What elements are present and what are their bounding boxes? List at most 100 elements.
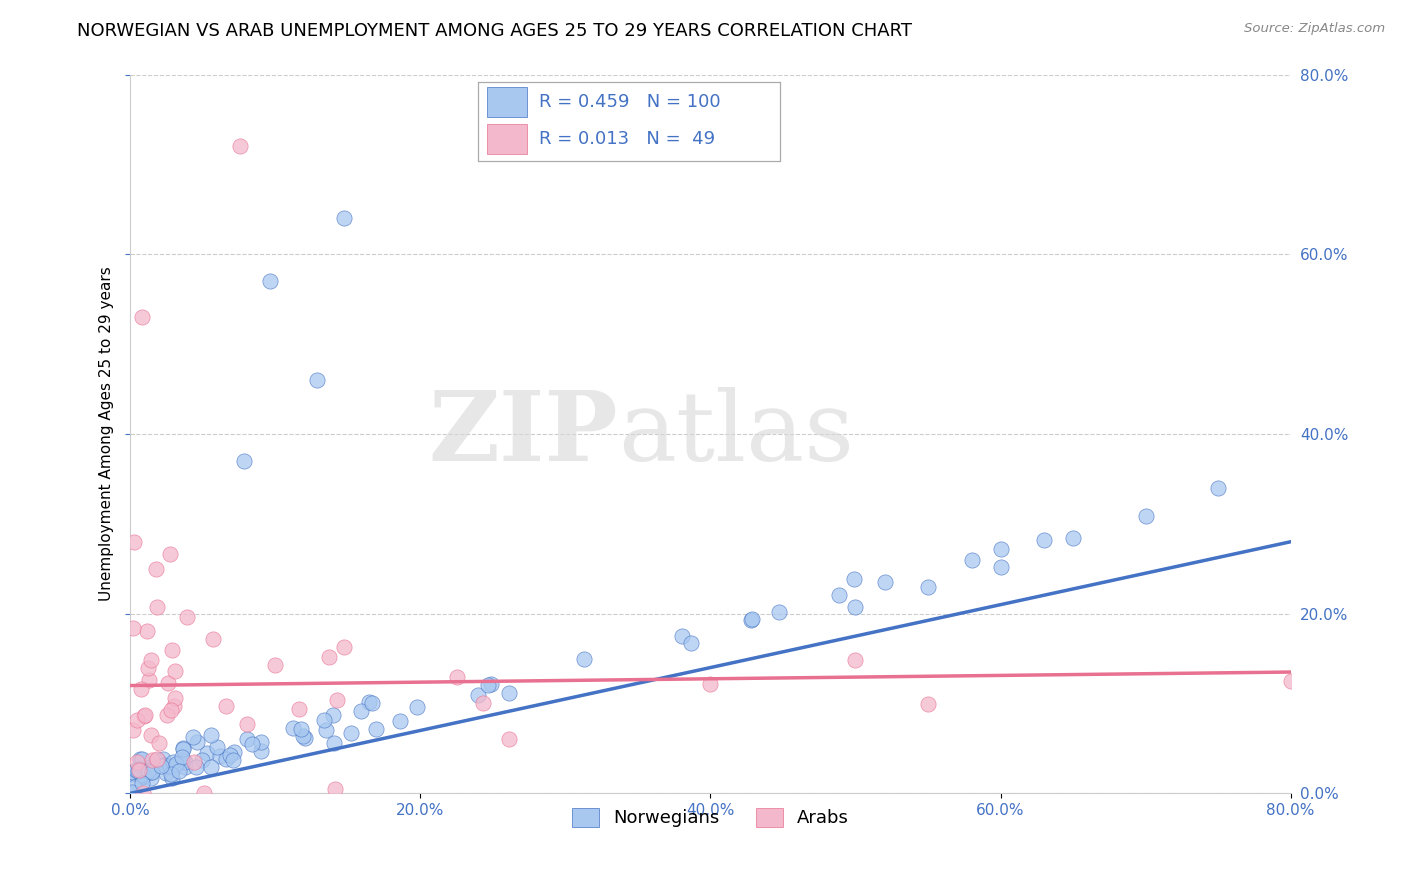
Point	[318, 649, 340, 664]
Point	[281, 721, 304, 735]
Point	[202, 632, 225, 646]
Point	[173, 755, 195, 769]
Point	[472, 696, 495, 710]
Point	[136, 624, 159, 638]
Point	[139, 760, 162, 774]
Point	[477, 678, 499, 692]
Point	[681, 636, 703, 650]
Point	[498, 732, 520, 747]
Point	[200, 759, 222, 773]
Point	[264, 657, 287, 672]
Point	[364, 722, 387, 736]
Point	[312, 714, 335, 728]
Point	[740, 613, 762, 627]
Point	[305, 373, 328, 387]
Point	[159, 759, 181, 773]
Point	[323, 781, 346, 796]
Text: atlas: atlas	[617, 387, 853, 481]
Point	[219, 748, 242, 763]
Y-axis label: Unemployment Among Ages 25 to 29 years: Unemployment Among Ages 25 to 29 years	[100, 267, 114, 601]
Point	[172, 741, 194, 756]
Point	[176, 610, 198, 624]
Point	[165, 664, 187, 678]
Point	[141, 771, 163, 785]
Point	[229, 139, 252, 153]
Point	[172, 753, 194, 767]
Point	[1062, 531, 1084, 545]
Point	[768, 605, 790, 619]
Point	[1206, 482, 1229, 496]
Point	[172, 750, 194, 764]
Point	[145, 752, 167, 766]
Point	[357, 695, 380, 709]
Point	[136, 764, 159, 778]
Point	[159, 547, 181, 561]
Point	[236, 717, 259, 731]
Point	[127, 755, 149, 769]
Point	[131, 310, 153, 325]
Point	[129, 768, 152, 782]
Point	[222, 745, 245, 759]
Point	[990, 560, 1012, 574]
Text: Source: ZipAtlas.com: Source: ZipAtlas.com	[1244, 22, 1385, 36]
Point	[128, 763, 150, 777]
Point	[141, 764, 163, 779]
Point	[162, 762, 184, 776]
Point	[233, 454, 256, 468]
Point	[146, 600, 169, 615]
Point	[479, 676, 502, 690]
Point	[131, 770, 153, 784]
Point	[184, 760, 207, 774]
Point	[990, 542, 1012, 557]
Point	[322, 707, 344, 722]
Point	[467, 689, 489, 703]
Point	[160, 772, 183, 786]
Point	[153, 758, 176, 772]
Point	[160, 767, 183, 781]
Point	[1135, 509, 1157, 524]
Point	[167, 764, 190, 778]
Point	[134, 762, 156, 776]
Point	[844, 572, 866, 586]
Point	[332, 640, 354, 654]
Point	[122, 534, 145, 549]
Point	[249, 735, 271, 749]
Point	[132, 786, 155, 800]
Point	[186, 734, 208, 748]
Point	[844, 652, 866, 666]
Point	[155, 766, 177, 780]
Point	[149, 758, 172, 772]
Point	[873, 575, 896, 590]
Point	[350, 704, 373, 718]
Point	[827, 588, 849, 602]
Point	[173, 755, 195, 769]
Point	[174, 759, 197, 773]
Point	[141, 764, 163, 779]
Point	[156, 708, 179, 723]
Point	[152, 752, 174, 766]
Point	[193, 786, 215, 800]
Point	[200, 728, 222, 742]
Point	[388, 714, 411, 729]
Point	[122, 780, 145, 795]
Point	[315, 723, 337, 737]
Point	[141, 753, 163, 767]
Point	[148, 736, 170, 750]
Point	[191, 753, 214, 767]
Point	[250, 744, 273, 758]
Point	[121, 785, 143, 799]
Point	[159, 704, 181, 718]
Point	[195, 746, 218, 760]
Point	[162, 755, 184, 769]
Point	[221, 753, 243, 767]
Point	[122, 723, 145, 737]
Point	[844, 599, 866, 614]
Point	[322, 736, 344, 750]
Point	[699, 676, 721, 690]
Point	[361, 697, 384, 711]
Point	[294, 731, 316, 745]
Point	[290, 722, 312, 736]
Point	[172, 742, 194, 756]
Point	[215, 752, 238, 766]
Point	[208, 749, 231, 764]
